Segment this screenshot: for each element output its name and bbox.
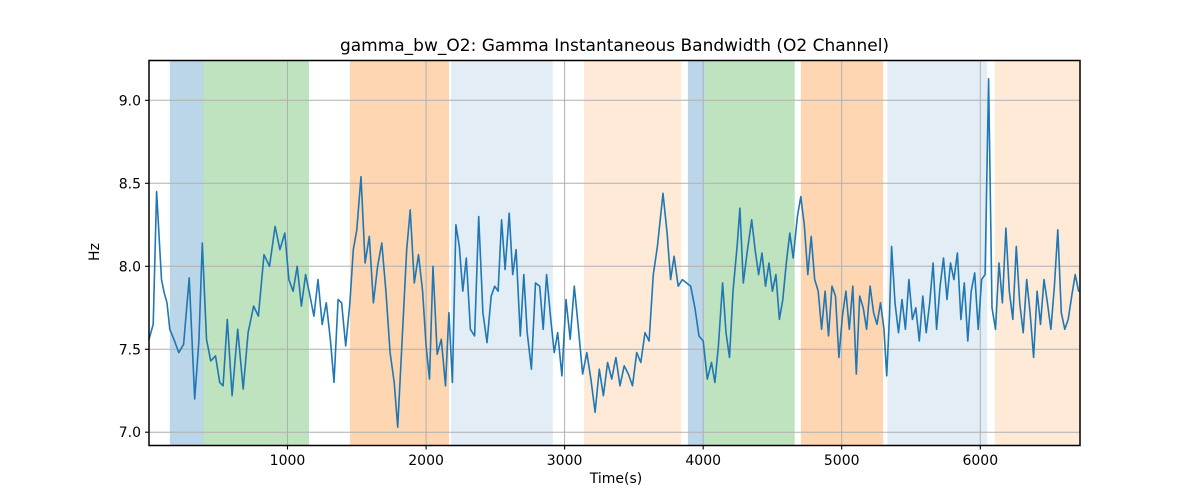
region-band-orange_light <box>994 60 1080 446</box>
plot-frame <box>148 59 1081 447</box>
x-tick-label: 6000 <box>962 453 998 469</box>
region-band-blue <box>169 60 204 446</box>
region-band-blue_light <box>887 60 988 446</box>
data-series <box>148 78 1080 429</box>
x-tick-label: 4000 <box>685 453 721 469</box>
gridlines <box>149 60 1080 446</box>
region-band-orange_light <box>584 60 681 446</box>
region-band-green <box>203 60 309 446</box>
region-band-green <box>704 60 795 446</box>
series-line-gamma_bw_O2 <box>148 78 1080 429</box>
x-axis-label: Time(s) <box>589 471 642 487</box>
y-tick-label: 8.0 <box>119 259 141 275</box>
x-tick-label: 3000 <box>547 453 583 469</box>
x-tick-label: 2000 <box>408 453 444 469</box>
y-tick-label: 9.0 <box>119 93 141 109</box>
highlight-bands <box>169 60 1080 446</box>
x-tick-label: 1000 <box>270 453 306 469</box>
y-tick-label: 7.0 <box>119 425 141 441</box>
region-band-blue <box>687 60 705 446</box>
y-tick-label: 8.5 <box>119 176 141 192</box>
chart-title: gamma_bw_O2: Gamma Instantaneous Bandwid… <box>340 36 889 56</box>
region-band-blue_light <box>451 60 553 446</box>
y-tick-label: 7.5 <box>119 342 141 358</box>
axis-ticks: 1000 2000 3000 4000 5000 6000 7.0 7.5 8.0 8.5 9.0 <box>119 93 998 469</box>
x-tick-label: 5000 <box>824 453 860 469</box>
y-axis-label: Hz <box>87 243 103 261</box>
